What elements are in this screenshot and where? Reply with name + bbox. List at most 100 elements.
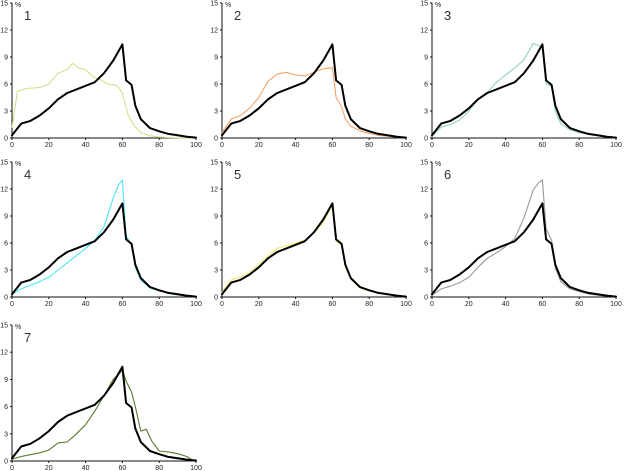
x-tick-label: 40 <box>292 142 300 149</box>
unit-label: % <box>225 161 231 168</box>
x-tick-label: 20 <box>465 142 473 149</box>
comparison-series-line <box>11 179 197 298</box>
panel-number: 1 <box>24 8 31 23</box>
panel-number: 6 <box>444 167 451 182</box>
y-tick-label: 6 <box>214 241 218 248</box>
y-tick-label: 15 <box>0 160 8 167</box>
x-tick-label: 0 <box>10 301 14 308</box>
unit-label: % <box>15 2 21 9</box>
y-tick-label: 3 <box>424 109 428 116</box>
y-tick-label: 0 <box>214 136 218 143</box>
x-tick-label: 80 <box>575 301 583 308</box>
x-tick-label: 100 <box>190 465 202 471</box>
y-tick-label: 12 <box>420 187 428 194</box>
x-tick-label: 0 <box>430 301 434 308</box>
reference-series-line <box>11 43 197 139</box>
x-tick-label: 20 <box>465 301 473 308</box>
comparison-series-line <box>431 42 617 139</box>
panel-1: 0 3 6 9 12 15 0 20 40 60 80 100%1 <box>0 1 202 150</box>
x-tick-label: 40 <box>502 301 510 308</box>
reference-series-line <box>221 43 407 139</box>
y-tick-label: 12 <box>0 28 8 35</box>
y-tick-label: 9 <box>4 55 8 62</box>
x-tick-label: 60 <box>329 301 337 308</box>
y-tick-label: 3 <box>4 109 8 116</box>
x-tick-label: 60 <box>539 142 547 149</box>
unit-label: % <box>15 161 21 168</box>
reference-series-line <box>11 202 197 298</box>
x-tick-label: 20 <box>45 142 53 149</box>
x-tick-label: 100 <box>400 301 412 308</box>
x-tick-label: 60 <box>119 142 127 149</box>
y-tick-label: 0 <box>4 459 8 466</box>
comparison-series-line <box>11 62 197 139</box>
reference-series-line <box>11 365 197 462</box>
x-tick-label: 80 <box>155 142 163 149</box>
x-tick-label: 100 <box>610 301 622 308</box>
y-tick-label: 6 <box>214 82 218 89</box>
y-tick-label: 12 <box>210 28 218 35</box>
y-tick-label: 15 <box>210 160 218 167</box>
x-tick-label: 100 <box>610 142 622 149</box>
x-tick-label: 0 <box>220 301 224 308</box>
y-tick-label: 15 <box>0 323 8 330</box>
x-tick-label: 80 <box>155 465 163 471</box>
y-tick-label: 9 <box>424 214 428 221</box>
panel-number: 2 <box>234 8 241 23</box>
x-tick-label: 80 <box>365 301 373 308</box>
y-tick-label: 12 <box>210 187 218 194</box>
x-tick-label: 80 <box>575 142 583 149</box>
y-tick-label: 6 <box>424 82 428 89</box>
y-tick-label: 6 <box>424 241 428 248</box>
panel-number: 5 <box>234 167 241 182</box>
x-tick-label: 0 <box>10 142 14 149</box>
x-tick-label: 40 <box>82 301 90 308</box>
panel-number: 4 <box>24 167 31 182</box>
comparison-series-line <box>221 67 407 139</box>
unit-label: % <box>435 2 441 9</box>
x-tick-label: 60 <box>119 465 127 471</box>
x-tick-label: 0 <box>10 465 14 471</box>
panel-2: 0 3 6 9 12 15 0 20 40 60 80 100%2 <box>210 1 412 150</box>
x-tick-label: 40 <box>82 465 90 471</box>
x-tick-label: 20 <box>45 301 53 308</box>
x-tick-label: 100 <box>190 301 202 308</box>
x-tick-label: 100 <box>190 142 202 149</box>
x-tick-label: 20 <box>255 301 263 308</box>
y-tick-label: 0 <box>424 295 428 302</box>
y-tick-label: 12 <box>420 28 428 35</box>
y-tick-label: 12 <box>0 350 8 357</box>
y-tick-label: 3 <box>4 431 8 438</box>
panel-number: 3 <box>444 8 451 23</box>
x-tick-label: 60 <box>119 301 127 308</box>
y-tick-label: 6 <box>4 404 8 411</box>
y-tick-label: 0 <box>424 136 428 143</box>
y-tick-label: 6 <box>4 82 8 89</box>
x-tick-label: 40 <box>502 142 510 149</box>
y-tick-label: 9 <box>214 55 218 62</box>
y-tick-label: 3 <box>214 109 218 116</box>
y-tick-label: 12 <box>0 187 8 194</box>
y-tick-label: 15 <box>210 1 218 8</box>
unit-label: % <box>225 2 231 9</box>
x-tick-label: 40 <box>292 301 300 308</box>
y-tick-label: 3 <box>4 268 8 275</box>
panel-4: 0 3 6 9 12 15 0 20 40 60 80 100%4 <box>0 160 202 309</box>
panel-number: 7 <box>24 330 31 345</box>
panel-7: 0 3 6 9 12 15 0 20 40 60 80 100%7 <box>0 323 202 471</box>
x-tick-label: 60 <box>539 301 547 308</box>
y-tick-label: 9 <box>4 377 8 384</box>
reference-series-line <box>431 202 617 298</box>
unit-label: % <box>435 161 441 168</box>
y-tick-label: 0 <box>4 136 8 143</box>
unit-label: % <box>15 324 21 331</box>
x-tick-label: 80 <box>155 301 163 308</box>
y-tick-label: 3 <box>424 268 428 275</box>
y-tick-label: 15 <box>420 160 428 167</box>
reference-series-line <box>221 202 407 298</box>
x-tick-label: 40 <box>82 142 90 149</box>
y-tick-label: 9 <box>424 55 428 62</box>
